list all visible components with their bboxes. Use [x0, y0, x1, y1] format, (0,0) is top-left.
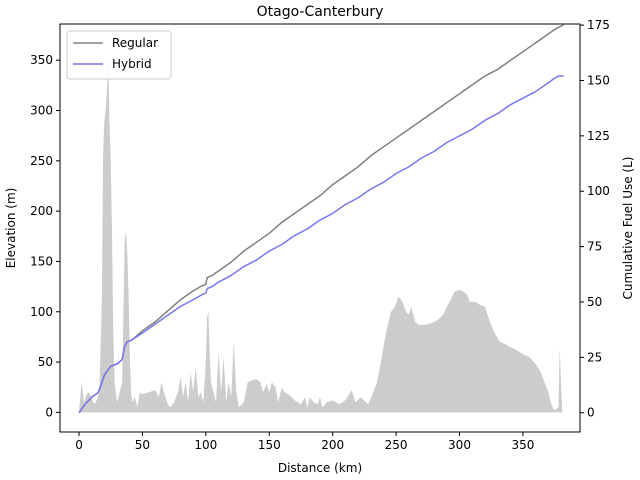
y2-tick-label: 0: [587, 406, 595, 420]
x-tick-label: 150: [258, 438, 281, 452]
y-tick-label: 350: [30, 53, 53, 67]
y-tick-label: 150: [30, 254, 53, 268]
y2-tick-label: 100: [587, 184, 610, 198]
x-tick-label: 300: [448, 438, 471, 452]
chart-title: Otago-Canterbury: [257, 4, 384, 20]
y-tick-label: 100: [30, 305, 53, 319]
x-tick-label: 200: [321, 438, 344, 452]
x-tick-label: 250: [385, 438, 408, 452]
x-tick-label: 50: [135, 438, 150, 452]
y2-tick-label: 150: [587, 73, 610, 87]
series-line-hybrid: [78, 75, 564, 414]
x-axis: 0 50 100 150 200 250 300 350: [75, 432, 534, 452]
y2-axis-label: Cumulative Fuel Use (L): [621, 157, 635, 300]
x-tick-label: 100: [194, 438, 217, 452]
y-axis-right: 0 25 50 75 100 125 150 175: [580, 18, 610, 420]
elevation-area-layer: [79, 60, 563, 413]
legend-label-regular: Regular: [112, 36, 158, 50]
series-layer: [78, 24, 564, 414]
y-tick-label: 0: [45, 405, 53, 419]
elevation-area: [79, 60, 563, 413]
legend-label-hybrid: Hybrid: [112, 57, 152, 71]
y2-tick-label: 50: [587, 295, 602, 309]
y2-tick-label: 75: [587, 240, 602, 254]
x-tick-label: 0: [75, 438, 83, 452]
y-tick-label: 250: [30, 154, 53, 168]
y2-tick-label: 25: [587, 350, 602, 364]
y-tick-label: 50: [38, 355, 53, 369]
y-axis-label: Elevation (m): [4, 188, 18, 269]
y2-tick-label: 175: [587, 18, 610, 32]
y-axis-left: 0 50 100 150 200 250 300 350: [30, 53, 60, 419]
x-axis-label: Distance (km): [278, 461, 362, 475]
legend: Regular Hybrid: [66, 30, 172, 80]
y-tick-label: 200: [30, 204, 53, 218]
x-tick-label: 350: [511, 438, 534, 452]
y-tick-label: 300: [30, 104, 53, 118]
plot-frame: [59, 23, 581, 433]
y2-tick-label: 125: [587, 129, 610, 143]
